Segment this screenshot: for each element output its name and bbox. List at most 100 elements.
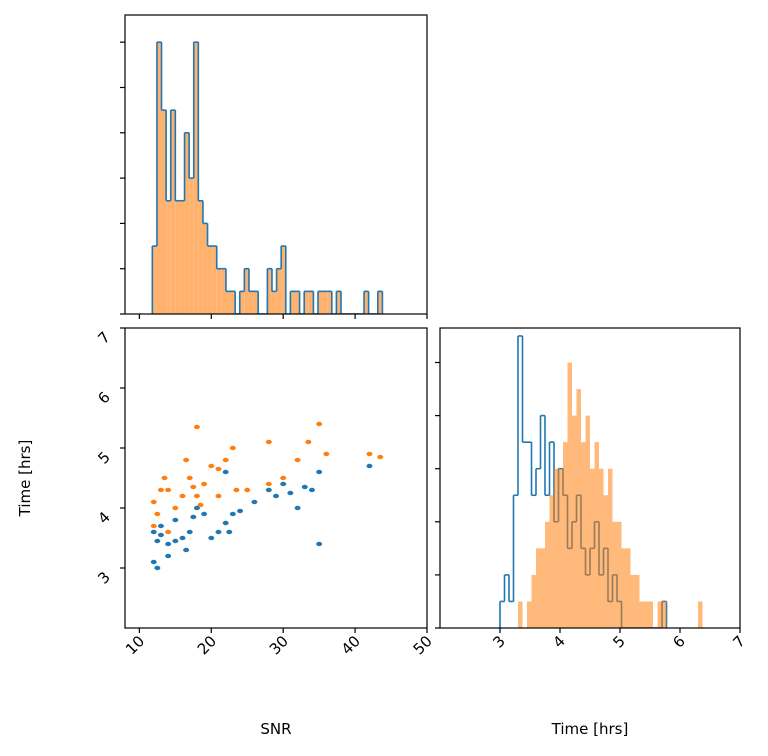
scatter-point bbox=[287, 490, 294, 496]
hist-bar bbox=[175, 200, 180, 314]
hist-bar bbox=[576, 389, 581, 628]
hist-bar bbox=[156, 42, 162, 314]
hist-bar bbox=[230, 291, 236, 314]
scatter-point bbox=[366, 463, 373, 469]
x-tick-label: 30 bbox=[266, 632, 292, 658]
hist-bar bbox=[267, 268, 272, 314]
hist-bar bbox=[612, 521, 617, 628]
scatter-point bbox=[294, 457, 301, 463]
scatter-point bbox=[265, 481, 272, 487]
hist-bar bbox=[377, 291, 383, 314]
scatter-point bbox=[366, 451, 373, 457]
scatter-point bbox=[172, 538, 179, 544]
scatter-point bbox=[179, 535, 186, 541]
scatter-point bbox=[183, 457, 190, 463]
scatter-point bbox=[265, 439, 272, 445]
hist-bar bbox=[567, 362, 572, 628]
x-axis-label: SNR bbox=[260, 720, 291, 738]
hist-bar bbox=[207, 246, 213, 314]
scatter-point bbox=[186, 475, 193, 481]
hist-bar bbox=[184, 132, 190, 314]
hist-bar bbox=[244, 268, 249, 314]
hist-bar bbox=[518, 601, 523, 628]
scatter-point bbox=[222, 469, 229, 475]
hist-bar bbox=[608, 468, 613, 628]
plot-area bbox=[499, 335, 703, 628]
hist-bar bbox=[253, 291, 259, 314]
scatter-point bbox=[233, 487, 240, 493]
hist-bar bbox=[540, 548, 545, 628]
scatter-point bbox=[273, 493, 279, 499]
hist-bar bbox=[639, 601, 644, 628]
y-tick-label: 3 bbox=[94, 568, 113, 587]
scatter-point bbox=[244, 487, 251, 493]
scatter-point bbox=[165, 553, 172, 559]
hist-bar bbox=[216, 268, 222, 314]
y-axis-label: Time [hrs] bbox=[16, 440, 34, 518]
hist-bar bbox=[626, 548, 631, 628]
scatter-point bbox=[208, 535, 215, 541]
x-tick-label: 7 bbox=[729, 632, 748, 651]
panel-frame bbox=[439, 327, 741, 629]
x-tick-label: 10 bbox=[122, 632, 148, 658]
scatter-point bbox=[193, 493, 200, 499]
scatter-point bbox=[201, 511, 208, 517]
hist-bar bbox=[198, 200, 203, 314]
hist-bar bbox=[630, 574, 635, 628]
scatter-point bbox=[186, 529, 193, 535]
scatter-point bbox=[157, 523, 164, 529]
scatter-point bbox=[150, 559, 157, 565]
hist-bar bbox=[271, 291, 277, 314]
scatter-point bbox=[251, 499, 258, 505]
scatter-point bbox=[237, 508, 244, 514]
hist-bar bbox=[364, 291, 369, 314]
scatter-point bbox=[222, 520, 229, 526]
hist-bar bbox=[585, 415, 590, 628]
hist-bar bbox=[152, 246, 157, 314]
scatter-point bbox=[226, 529, 233, 535]
hist-bar bbox=[322, 291, 328, 314]
scatter-point bbox=[308, 487, 315, 493]
x-tick-label: 50 bbox=[410, 632, 436, 658]
scatter-point bbox=[265, 487, 272, 493]
hist-bar bbox=[594, 442, 599, 628]
hist-bar bbox=[549, 495, 554, 628]
panel-frame bbox=[124, 14, 428, 315]
hist-bar bbox=[221, 268, 226, 314]
hist-bar bbox=[527, 601, 532, 628]
scatter-point bbox=[222, 457, 229, 463]
hist-bar bbox=[621, 548, 626, 628]
scatter-point bbox=[215, 529, 222, 535]
scatter-point bbox=[229, 445, 236, 451]
hist-bar bbox=[212, 246, 217, 314]
y-tick-label: 5 bbox=[94, 448, 113, 467]
scatter-point bbox=[150, 523, 157, 529]
scatter-point bbox=[280, 475, 287, 481]
scatter-point bbox=[172, 505, 179, 511]
hist-bar bbox=[603, 495, 608, 628]
hist-bar bbox=[225, 291, 231, 314]
scatter-point bbox=[323, 451, 330, 457]
scatter-point bbox=[201, 481, 208, 487]
scatter-point bbox=[172, 517, 179, 523]
scatter-point bbox=[183, 547, 190, 553]
scatter-point bbox=[229, 511, 236, 517]
hist-bar bbox=[662, 601, 667, 628]
y-tick-label: 4 bbox=[94, 508, 113, 527]
scatter-point bbox=[316, 469, 323, 475]
hist-bar bbox=[248, 291, 254, 314]
scatter-point bbox=[190, 514, 197, 520]
hist-bar bbox=[536, 548, 541, 628]
scatter-point bbox=[165, 487, 172, 493]
scatter-point bbox=[305, 439, 312, 445]
hist-bar bbox=[558, 468, 563, 628]
x-tick-label: 4 bbox=[549, 632, 568, 651]
hist-bar bbox=[648, 601, 653, 628]
scatter-point bbox=[280, 481, 287, 487]
hist-bar bbox=[317, 291, 323, 314]
hist-bar bbox=[657, 601, 662, 628]
scatter-point bbox=[154, 565, 161, 571]
hist-bar bbox=[336, 291, 342, 314]
scatter-point bbox=[215, 493, 222, 499]
